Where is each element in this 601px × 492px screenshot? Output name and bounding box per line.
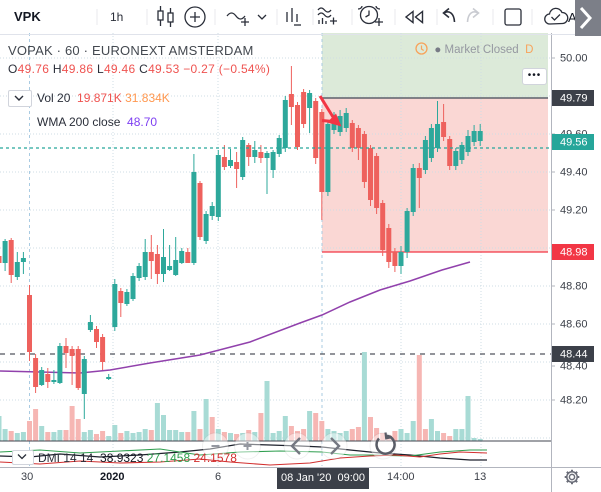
svg-text:48.60: 48.60 [560, 319, 588, 331]
svg-text:48.80: 48.80 [560, 281, 588, 293]
svg-text:49.40: 49.40 [560, 167, 588, 179]
svg-text:50.00: 50.00 [560, 53, 588, 65]
svg-text:VPK: VPK [14, 9, 41, 24]
svg-text:1h: 1h [110, 10, 123, 24]
svg-text:48.44: 48.44 [560, 349, 588, 361]
svg-text:49.56: 49.56 [560, 137, 588, 149]
svg-text:49.20: 49.20 [560, 205, 588, 217]
svg-text:48.20: 48.20 [560, 395, 588, 407]
svg-text:49.79: 49.79 [560, 93, 588, 105]
svg-text:48.98: 48.98 [560, 247, 588, 259]
svg-text:48.40: 48.40 [560, 361, 588, 373]
